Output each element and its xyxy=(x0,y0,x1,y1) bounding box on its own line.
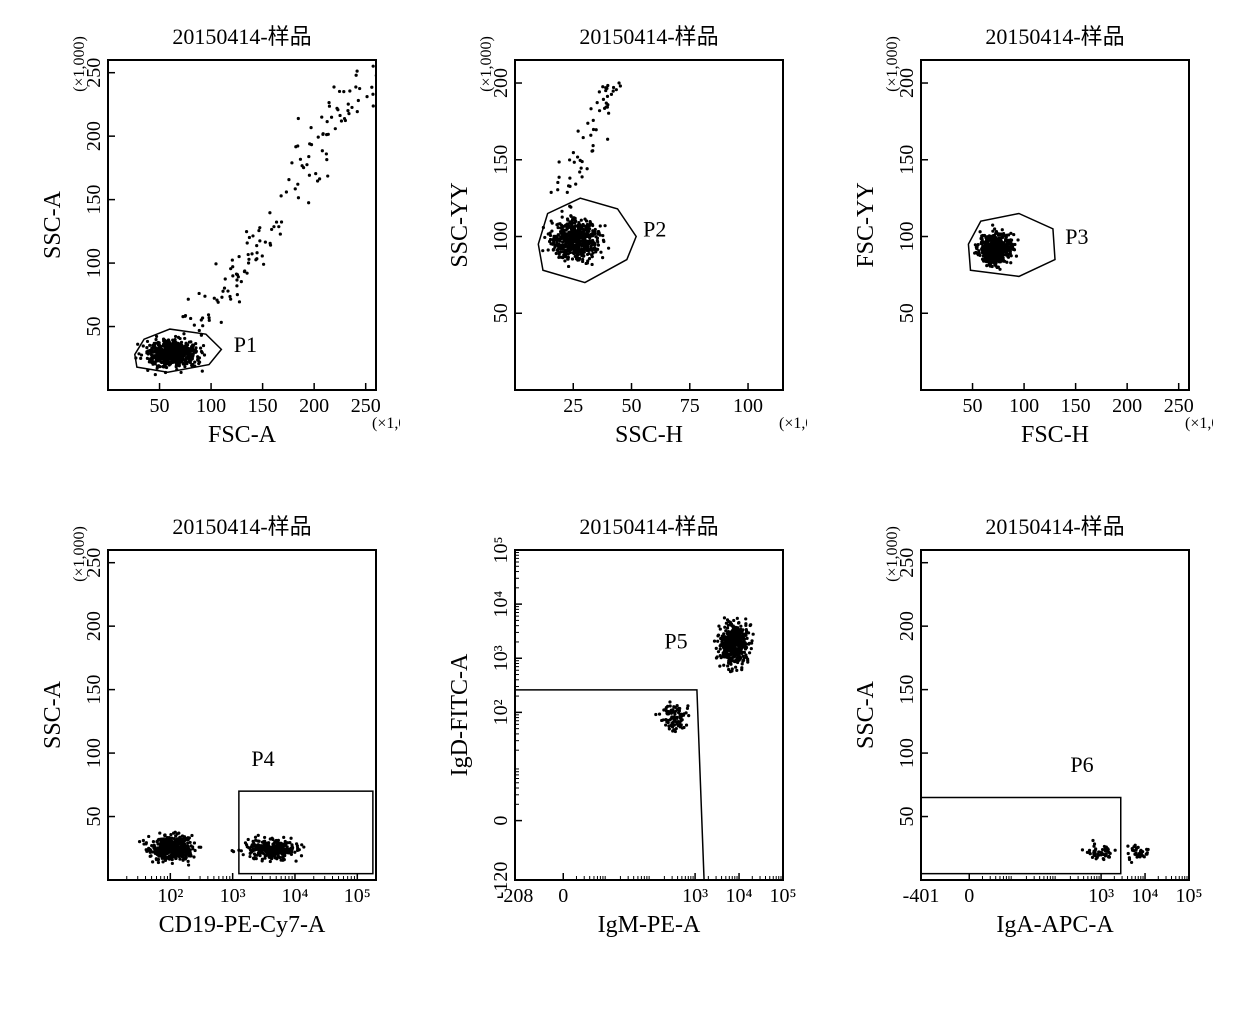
x-tick-label: 200 xyxy=(299,395,329,417)
scatter-points xyxy=(973,224,1020,271)
scatter-panel-p5: 20150414-样品-208010³10⁴10⁵-120010²10³10⁴1… xyxy=(427,510,814,980)
y-tick-label: 150 xyxy=(896,145,918,175)
y-tick-label: 10⁴ xyxy=(490,591,512,618)
y-tick-label: 10⁵ xyxy=(490,537,512,564)
panel-title: 20150414-样品 xyxy=(986,514,1125,539)
y-scale-note: (×1,000) xyxy=(478,36,495,92)
gate-label: P3 xyxy=(1066,224,1089,249)
scatter-points xyxy=(541,81,622,268)
panel-title: 20150414-样品 xyxy=(579,514,718,539)
y-tick-label: 50 xyxy=(83,807,105,827)
x-tick-label: 10⁵ xyxy=(1176,885,1203,907)
y-tick-label: 100 xyxy=(896,738,918,768)
y-scale-note: (×1,000) xyxy=(71,526,88,582)
x-tick-label: 250 xyxy=(1164,395,1194,417)
y-axis-label: SSC-A xyxy=(40,190,66,259)
y-axis-label: SSC-A xyxy=(40,680,66,749)
y-tick-label: 50 xyxy=(896,303,918,323)
y-tick-label: -120 xyxy=(490,862,512,899)
gate-label: P1 xyxy=(234,332,257,357)
x-tick-label: 200 xyxy=(1112,395,1142,417)
x-tick-label: 250 xyxy=(351,395,381,417)
x-tick-label: 100 xyxy=(196,395,226,417)
y-tick-label: 50 xyxy=(490,303,512,323)
x-tick-label: 10⁵ xyxy=(344,885,371,907)
x-scale-note: (×1,000) xyxy=(779,415,807,432)
y-tick-label: 150 xyxy=(490,145,512,175)
x-tick-label: 10⁵ xyxy=(769,885,796,907)
y-tick-label: 100 xyxy=(490,222,512,252)
scatter-points xyxy=(1081,839,1150,864)
x-tick-label: 0 xyxy=(558,885,568,907)
panel-title: 20150414-样品 xyxy=(579,24,718,49)
x-tick-label: 50 xyxy=(150,395,170,417)
scatter-panel-p6: 20150414-样品-401010³10⁴10⁵50100150200250I… xyxy=(833,510,1220,980)
y-tick-label: 200 xyxy=(83,611,105,641)
x-tick-label: 10⁴ xyxy=(725,885,752,907)
x-tick-label: 0 xyxy=(965,885,975,907)
x-tick-label: 10⁴ xyxy=(1132,885,1159,907)
x-tick-label: 100 xyxy=(1009,395,1039,417)
x-axis-label: IgA-APC-A xyxy=(997,912,1115,938)
y-tick-label: 10³ xyxy=(490,645,512,671)
x-scale-note: (×1,000) xyxy=(372,415,400,432)
gate-label: P2 xyxy=(643,217,666,242)
y-tick-label: 150 xyxy=(83,675,105,705)
x-axis-label: FSC-H xyxy=(1021,422,1089,448)
panel-title: 20150414-样品 xyxy=(172,514,311,539)
x-tick-label: 10² xyxy=(157,885,183,907)
x-axis-label: FSC-A xyxy=(208,422,277,448)
y-tick-label: 10² xyxy=(490,699,512,725)
x-scale-note: (×1,000) xyxy=(1185,415,1213,432)
y-axis-label: SSC-A xyxy=(853,680,879,749)
y-scale-note: (×1,000) xyxy=(884,526,901,582)
y-tick-label: 100 xyxy=(83,738,105,768)
y-tick-label: 200 xyxy=(83,121,105,151)
y-scale-note: (×1,000) xyxy=(884,36,901,92)
scatter-grid: 20150414-样品5010015020025050100150200250F… xyxy=(20,20,1220,980)
x-tick-label: 10⁴ xyxy=(281,885,308,907)
x-tick-label: 10³ xyxy=(1088,885,1114,907)
gate-label: P4 xyxy=(251,746,274,771)
x-axis-label: SSC-H xyxy=(615,422,683,448)
x-tick-label: 150 xyxy=(248,395,278,417)
scatter-panel-p1: 20150414-样品5010015020025050100150200250F… xyxy=(20,20,407,490)
y-tick-label: 150 xyxy=(896,675,918,705)
x-tick-label: 50 xyxy=(621,395,641,417)
gate-label: P5 xyxy=(664,629,687,654)
scatter-panel-p2: 20150414-样品25507510050100150200SSC-HSSC-… xyxy=(427,20,814,490)
panel-title: 20150414-样品 xyxy=(172,24,311,49)
x-tick-label: 75 xyxy=(679,395,699,417)
x-tick-label: 50 xyxy=(963,395,983,417)
y-axis-label: FSC-YY xyxy=(853,182,879,267)
y-axis-label: SSC-YY xyxy=(447,182,473,267)
scatter-points xyxy=(134,52,378,376)
x-tick-label: 10³ xyxy=(682,885,708,907)
y-axis-label: IgD-FITC-A xyxy=(447,653,473,776)
y-tick-label: 150 xyxy=(83,185,105,215)
gate-label: P6 xyxy=(1071,752,1094,777)
y-tick-label: 50 xyxy=(896,807,918,827)
x-axis-label: IgM-PE-A xyxy=(597,912,700,938)
scatter-points xyxy=(138,831,305,867)
x-tick-label: -401 xyxy=(903,885,940,907)
x-tick-label: 100 xyxy=(733,395,763,417)
y-tick-label: 0 xyxy=(490,816,512,826)
y-tick-label: 100 xyxy=(896,222,918,252)
x-tick-label: 150 xyxy=(1061,395,1091,417)
y-tick-label: 200 xyxy=(896,611,918,641)
panel-title: 20150414-样品 xyxy=(986,24,1125,49)
y-tick-label: 100 xyxy=(83,248,105,278)
x-tick-label: 10³ xyxy=(220,885,246,907)
y-scale-note: (×1,000) xyxy=(71,36,88,92)
scatter-panel-p3: 20150414-样品5010015020025050100150200FSC-… xyxy=(833,20,1220,490)
x-axis-label: CD19-PE-Cy7-A xyxy=(159,912,326,938)
x-tick-label: 25 xyxy=(563,395,583,417)
y-tick-label: 50 xyxy=(83,317,105,337)
scatter-panel-p4: 20150414-样品10²10³10⁴10⁵50100150200250CD1… xyxy=(20,510,407,980)
